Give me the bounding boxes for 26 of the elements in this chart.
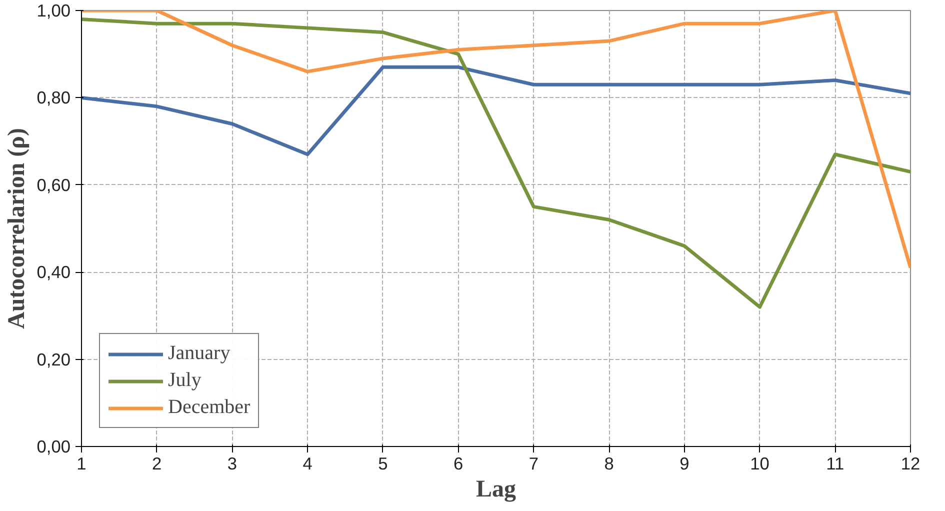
y-axis-title: Autocorrelarion (ρ) [4, 128, 30, 330]
y-tick-label: 0,00 [36, 436, 71, 456]
y-tick-label: 0,20 [36, 349, 71, 370]
y-tick-label: 0,60 [36, 174, 71, 195]
x-tick-label: 6 [454, 454, 464, 474]
legend-label: January [168, 342, 230, 365]
x-tick-label: 9 [680, 454, 690, 474]
x-tick-label: 3 [227, 454, 238, 474]
x-tick-label: 2 [152, 454, 162, 474]
x-tick-label: 10 [750, 454, 770, 474]
y-tick-label: 0,40 [36, 262, 71, 282]
x-tick-label: 11 [826, 454, 844, 474]
x-tick-label: 5 [378, 454, 388, 474]
line-series [82, 10, 910, 270]
y-tick-label: 0,80 [36, 88, 71, 108]
x-tick-label: 8 [604, 454, 614, 474]
x-tick-label: 12 [900, 454, 920, 474]
legend-label: July [168, 369, 202, 392]
x-tick-label: 7 [528, 454, 539, 474]
line-series [82, 17, 910, 309]
x-tick-label: 4 [302, 454, 313, 474]
legend-label: December [168, 396, 250, 419]
line-series [82, 65, 910, 156]
x-axis-title: Lag [476, 476, 516, 502]
y-tick-label: 1,00 [36, 0, 71, 20]
x-tick-label: 1 [76, 454, 86, 474]
